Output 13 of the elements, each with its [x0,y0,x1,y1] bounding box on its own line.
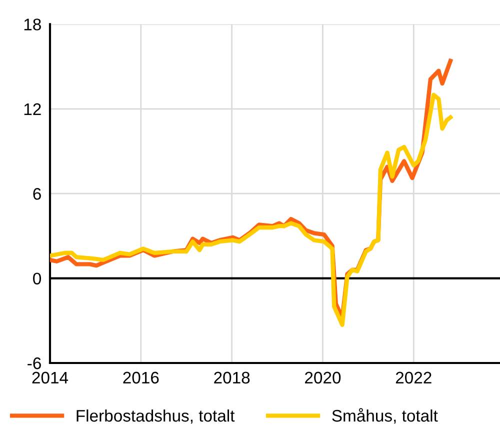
legend-label: Flerbostadshus, totalt [76,409,235,424]
y-tick-label: -6 [28,357,41,370]
line-series [50,92,453,327]
x-tick-label: 2020 [305,372,341,384]
legend-label: Småhus, totalt [332,408,438,424]
y-tick-label: 18 [24,18,41,30]
x-tick-label: 2022 [396,372,432,384]
x-tick-label: 2014 [32,372,68,384]
y-tick-label: 6 [33,188,41,200]
x-tick-label: 2016 [123,372,159,384]
y-tick-label: 0 [33,272,42,285]
y-tick-label: 12 [24,103,41,115]
x-tick-label: 2018 [214,372,250,384]
